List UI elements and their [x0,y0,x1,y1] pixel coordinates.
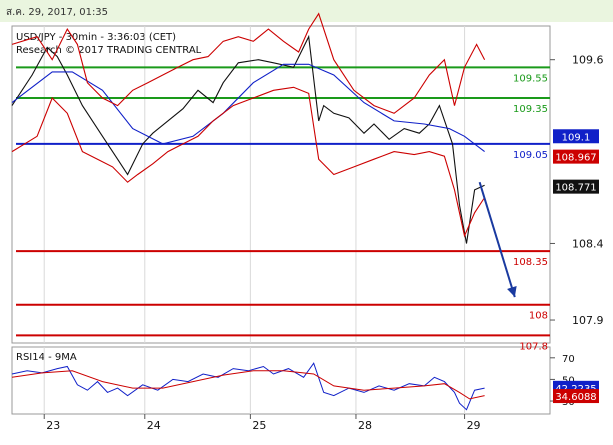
axis-layer: 23 24 25 28 29 109.6 108.4 107.9 [43,54,604,432]
price-tag-label: 108.771 [555,183,596,194]
price-tag-box [553,149,599,164]
level-label: 109.05 [513,150,548,161]
rsi-tag-box [553,389,599,404]
price-series-line [11,63,485,153]
rsi-y-tick-label: 70 [562,354,575,365]
y-tick-label: 109.6 [572,54,604,67]
rsi-label: RSI14 - 9MA [16,352,77,363]
x-tick-label: 25 [252,419,266,432]
timestamp-text: ส.ค. 29, 2017, 01:35 [6,7,108,18]
projection-arrow-line [478,181,516,298]
y-tick-label: 108.4 [572,237,604,250]
price-series-line [11,86,486,238]
grid-layer [43,26,466,414]
rsi-series-line [11,362,485,411]
price-series-line [11,34,485,244]
series-layer [11,12,486,244]
price-tag-box [553,129,599,144]
level-label: 109.35 [513,104,548,115]
price-tag-box [553,179,599,194]
price-tag-label: 109.1 [562,132,591,143]
level-label: 108 [529,311,548,322]
price-tag-label: 108.967 [555,153,596,164]
instrument-label: USD/JPY - 30min - 3:36:03 (CET) [16,32,176,43]
rsi-plot-frame [11,346,551,415]
x-tick-label: 29 [467,419,481,432]
y-tick-label: 107.9 [572,314,604,327]
level-label: 108.35 [513,257,548,268]
projection-layer [478,181,517,298]
rsi-series-line [11,370,485,400]
timestamp-bar [0,0,613,22]
rsi-layer: 70503042.223534.6088 [11,354,599,411]
price-series-line [11,12,486,114]
level-label: 109.55 [513,73,548,84]
projection-arrow-head [507,286,517,298]
price-plot-frame [11,25,551,344]
level-label: 107.8 [519,341,548,352]
levels-layer: 109.55 109.35 109.05 108.35 108 107.8 [16,66,550,352]
copyright-label: Research © 2017 TRADING CENTRAL [16,45,202,56]
x-tick-label: 23 [46,419,60,432]
rsi-tag-label: 34.6088 [555,392,596,403]
price-tags-layer: 109.1 108.967 108.771 [553,129,599,194]
x-tick-label: 24 [147,419,161,432]
x-tick-label: 28 [358,419,372,432]
